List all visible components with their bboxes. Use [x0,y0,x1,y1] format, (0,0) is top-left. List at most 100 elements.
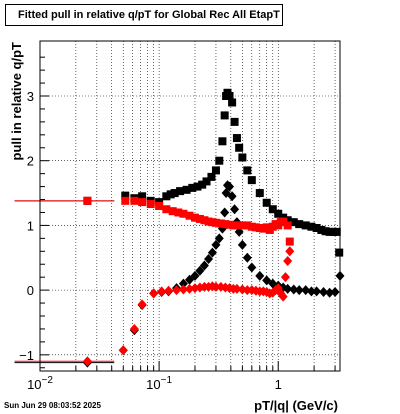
data-point [162,192,171,201]
data-point [172,285,182,296]
data-point [146,200,155,209]
data-point [289,284,299,295]
data-point [157,286,167,297]
data-point [211,281,221,292]
data-point [137,299,147,310]
data-point [283,256,293,266]
data-point [195,214,204,223]
x-tick-label: 1 [275,377,282,392]
data-point [130,196,139,205]
grid [39,41,340,371]
data-point [178,278,188,289]
plot-frame [39,40,341,372]
data-point [211,218,220,227]
x-tick-label: 10−1 [146,375,172,392]
data-point [283,221,292,230]
data-point [190,213,199,222]
data-point [238,153,247,162]
data-point [162,205,171,214]
data-point [129,323,139,334]
data-point [247,176,256,185]
data-point [325,287,335,298]
data-point [312,224,321,232]
data-point [202,177,211,186]
axis-ticks [39,56,336,371]
x-tick-label: 10−2 [27,375,53,392]
data-point [242,285,252,296]
data-point [242,252,252,263]
data-point [295,220,304,229]
data-point [227,191,237,202]
data-point [193,182,202,191]
data-point [319,287,329,298]
tick-labels: −1 0 1 2 3 10−2 10−1 1 [19,89,282,392]
data-point [232,283,242,294]
data-point [301,221,310,230]
data-point [243,166,252,175]
data-point [218,137,227,146]
data-point [185,283,195,294]
y-tick-label: 0 [27,283,34,298]
data-point [138,198,147,207]
data-point [220,111,229,120]
data-point [211,239,221,250]
y-tick-label: −1 [19,348,34,363]
data-point [283,216,292,225]
data-point [207,172,216,181]
data-point [182,185,191,194]
data-point [268,205,277,214]
data-marks [14,88,345,368]
data-point [274,209,283,218]
y-axis-label: pull in relative q/pT [9,42,24,161]
chart-title: Fitted pull in relative q/pT for Global … [5,4,283,26]
data-point [216,219,225,228]
data-point [317,225,326,234]
data-point [230,117,239,126]
data-point [228,98,237,107]
data-point [255,270,265,281]
data-point [306,286,316,297]
y-tick-label: 1 [27,218,34,233]
data-point [185,211,194,220]
data-point [294,285,304,296]
data-point [220,207,230,218]
data-point [82,356,92,367]
data-point [168,207,177,216]
data-point [330,287,340,298]
y-tick-label: 2 [27,154,34,169]
data-point [174,208,183,217]
data-point [235,143,244,152]
data-point [200,216,209,225]
data-point [83,196,92,205]
data-point [164,285,174,296]
data-point [215,156,224,165]
data-point [176,187,185,196]
data-point [255,189,264,198]
data-point [301,285,311,296]
data-point [178,284,188,295]
data-point [188,183,197,192]
data-point [138,192,147,201]
data-point [280,272,290,283]
data-point [211,166,220,175]
data-point [149,288,159,299]
data-point [195,265,205,276]
data-point [232,221,241,230]
data-point [285,237,294,246]
data-point [247,262,257,273]
data-point [243,221,252,230]
data-point [121,191,130,200]
data-point [207,247,217,258]
data-point [283,283,293,294]
data-point [312,286,322,297]
data-point [190,270,200,281]
data-point [170,189,179,198]
data-point [232,134,241,143]
y-tick-label: 3 [27,89,34,104]
data-point [155,202,164,210]
data-point [289,218,298,227]
data-point [230,204,240,215]
timestamp: Sun Jun 29 08:03:52 2025 [4,401,101,410]
data-point [285,246,295,257]
